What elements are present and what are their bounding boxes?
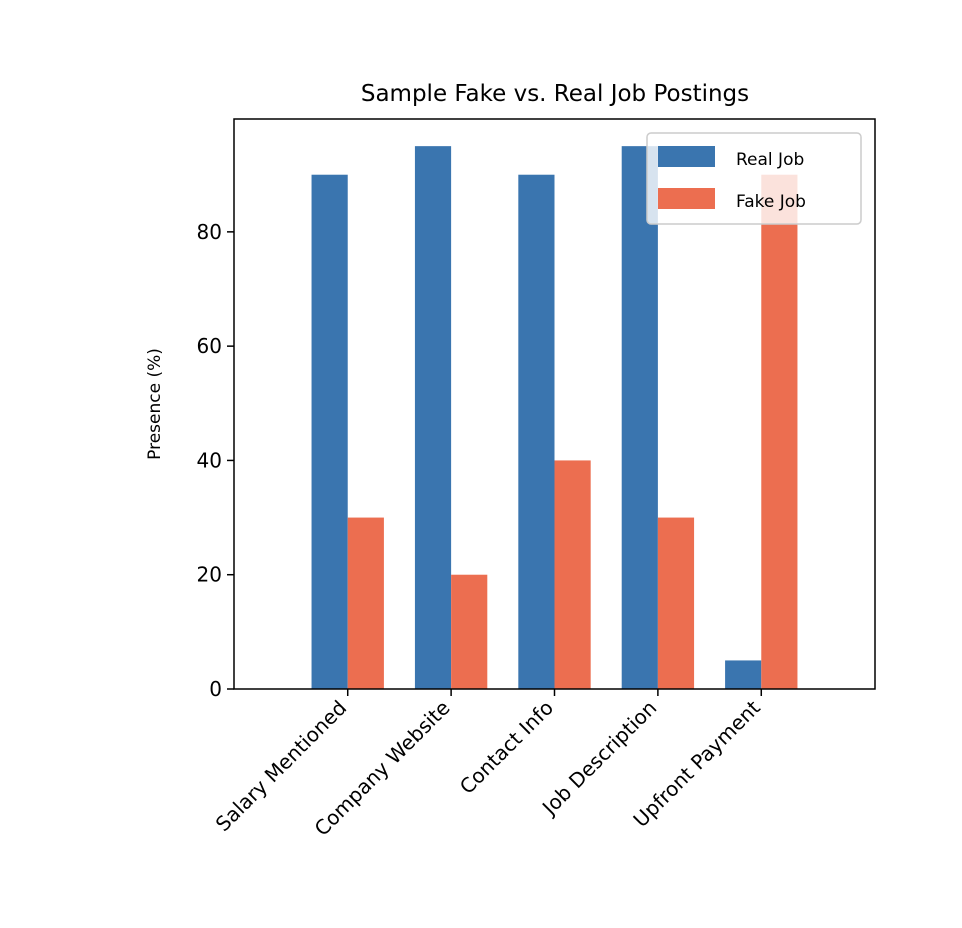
legend-swatch-real-job [658,146,715,167]
bar-real-job-salary-mentioned [311,174,348,689]
y-tick-label: 20 [197,563,222,587]
bar-fake-job-contact-info [554,460,591,689]
y-tick-label: 80 [197,220,222,244]
y-tick-label: 0 [209,677,222,701]
y-axis-label: Presence (%) [145,348,165,460]
chart-title: Sample Fake vs. Real Job Postings [361,81,749,107]
y-tick-label: 40 [197,448,222,472]
plot-frame [233,118,876,690]
bar-real-job-upfront-payment [725,660,762,689]
y-tick-label: 60 [197,334,222,358]
bar-fake-job-salary-mentioned [347,517,384,689]
bar-fake-job-job-description [657,517,695,689]
legend-label-fake-job: Fake Job [736,192,806,212]
bar-real-job-job-description [621,146,658,690]
legend-swatch-fake-job [658,188,715,209]
legend: Real Job Fake Job [646,132,862,225]
bars-layer [311,146,798,690]
bar-fake-job-company-website [451,574,488,689]
bar-real-job-contact-info [518,174,555,689]
bar-fake-job-upfront-payment [761,174,798,689]
bar-real-job-company-website [414,146,452,690]
legend-label-real-job: Real Job [736,150,804,170]
